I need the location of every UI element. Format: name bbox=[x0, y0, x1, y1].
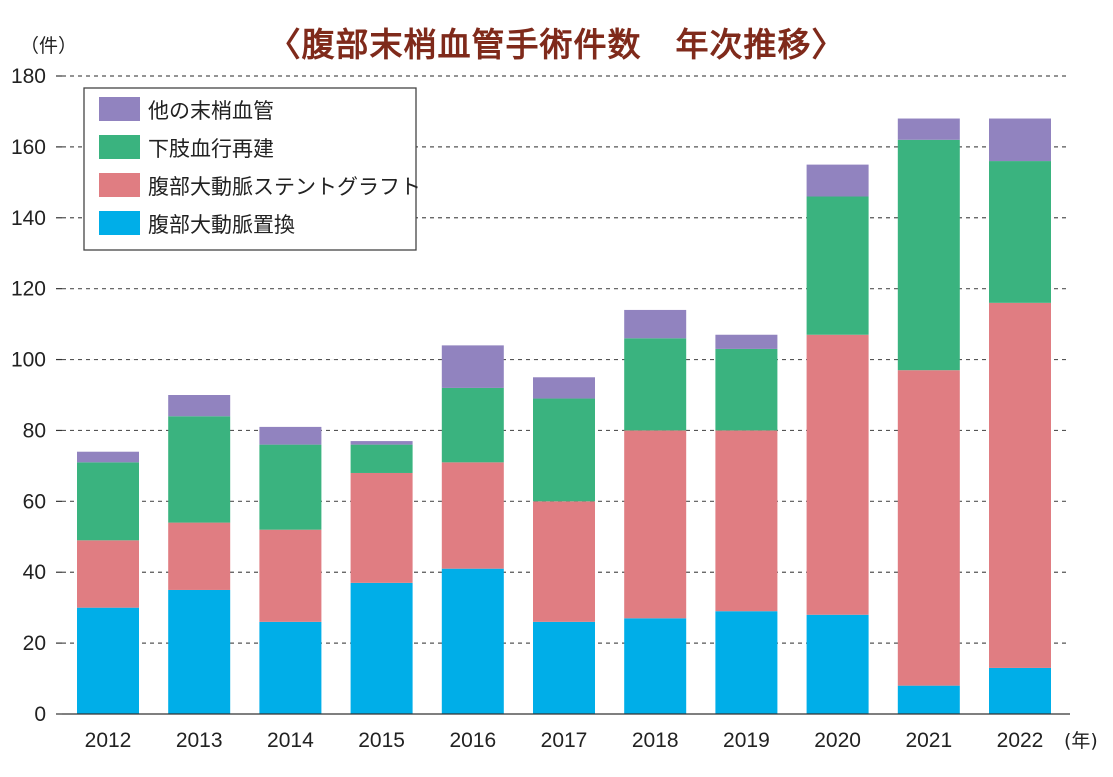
bar-segment bbox=[350, 472, 413, 583]
bar-segment bbox=[897, 370, 960, 686]
bar-segment bbox=[168, 395, 231, 417]
y-tick-label: 80 bbox=[23, 419, 46, 442]
legend-label: 腹部大動脈置換 bbox=[148, 213, 295, 237]
x-tick-label: 2017 bbox=[541, 729, 588, 752]
y-tick-label: 40 bbox=[23, 561, 46, 584]
bar-segment bbox=[897, 139, 960, 371]
bar-segment bbox=[350, 444, 413, 473]
bar-segment bbox=[533, 398, 595, 502]
axes: 0 20 40 60 80 100 120 140 160 180 （件） 2012 2013 2014 2… bbox=[11, 35, 1098, 752]
y-tick-label: 140 bbox=[11, 207, 46, 230]
bar-segment bbox=[441, 345, 504, 388]
x-tick-label: 2022 bbox=[997, 729, 1044, 752]
bar-segment bbox=[715, 611, 778, 714]
y-tick-label: 100 bbox=[11, 349, 46, 372]
bar-segment bbox=[441, 568, 504, 714]
bar-segment bbox=[624, 309, 687, 339]
bar-segment bbox=[624, 338, 687, 431]
bar-segment bbox=[77, 462, 139, 541]
bar-segment bbox=[624, 430, 687, 619]
bar-segment bbox=[806, 334, 869, 615]
legend-swatch bbox=[99, 135, 140, 159]
y-tick-label: 160 bbox=[11, 136, 46, 159]
bar-segment bbox=[77, 607, 139, 714]
x-tick-label: 2015 bbox=[358, 729, 405, 752]
x-tick-label: 2020 bbox=[814, 729, 861, 752]
bar-segment bbox=[441, 462, 504, 569]
x-axis-unit: (年) bbox=[1064, 730, 1098, 752]
bar-segment bbox=[77, 540, 139, 608]
bar-segment bbox=[350, 441, 413, 445]
bar-segment bbox=[715, 430, 778, 612]
y-tick-label: 0 bbox=[34, 703, 46, 726]
x-tick-label: 2014 bbox=[267, 729, 314, 752]
bar-segment bbox=[533, 377, 595, 399]
y-tick-label: 20 bbox=[23, 632, 46, 655]
bar-segment bbox=[989, 118, 1051, 162]
bar-segment bbox=[77, 451, 139, 463]
bar-segment bbox=[259, 529, 322, 622]
legend-label: 他の末梢血管 bbox=[148, 99, 274, 123]
bar-segment bbox=[806, 614, 869, 714]
y-axis-unit: （件） bbox=[20, 35, 77, 57]
bar-segment bbox=[989, 302, 1051, 668]
bar-segment bbox=[715, 348, 778, 431]
x-tick-label: 2016 bbox=[449, 729, 496, 752]
y-tick-label: 60 bbox=[23, 490, 46, 513]
legend-label: 腹部大動脈ステントグラフト bbox=[148, 175, 421, 199]
bars bbox=[77, 118, 1051, 714]
bar-segment bbox=[806, 164, 869, 197]
bar-segment bbox=[989, 161, 1051, 303]
bar-segment bbox=[441, 387, 504, 463]
bar-segment bbox=[624, 618, 687, 714]
bar-segment bbox=[168, 589, 231, 714]
chart-title: 〈腹部末梢血管手術件数 年次推移〉 bbox=[267, 25, 846, 64]
legend-swatch bbox=[99, 97, 140, 121]
bar-segment bbox=[350, 582, 413, 714]
bar-segment bbox=[259, 444, 322, 530]
legend-label: 下肢血行再建 bbox=[148, 137, 274, 161]
bar-segment bbox=[168, 416, 231, 523]
y-tick-label: 180 bbox=[11, 65, 46, 88]
x-tick-label: 2021 bbox=[905, 729, 952, 752]
x-tick-label: 2013 bbox=[176, 729, 223, 752]
bar-segment bbox=[259, 621, 322, 714]
bar-segment bbox=[259, 426, 322, 445]
x-tick-label: 2019 bbox=[723, 729, 770, 752]
x-tick-label: 2018 bbox=[632, 729, 679, 752]
bar-segment bbox=[989, 667, 1051, 714]
legend-swatch bbox=[99, 211, 140, 235]
bar-segment bbox=[897, 118, 960, 140]
bar-segment bbox=[533, 621, 595, 714]
bar-segment bbox=[897, 685, 960, 714]
bar-segment bbox=[806, 196, 869, 335]
x-tick-label: 2012 bbox=[85, 729, 132, 752]
bar-segment bbox=[533, 501, 595, 622]
bar-segment bbox=[715, 334, 778, 349]
y-tick-label: 120 bbox=[11, 278, 46, 301]
bar-segment bbox=[168, 522, 231, 590]
legend-swatch bbox=[99, 173, 140, 197]
